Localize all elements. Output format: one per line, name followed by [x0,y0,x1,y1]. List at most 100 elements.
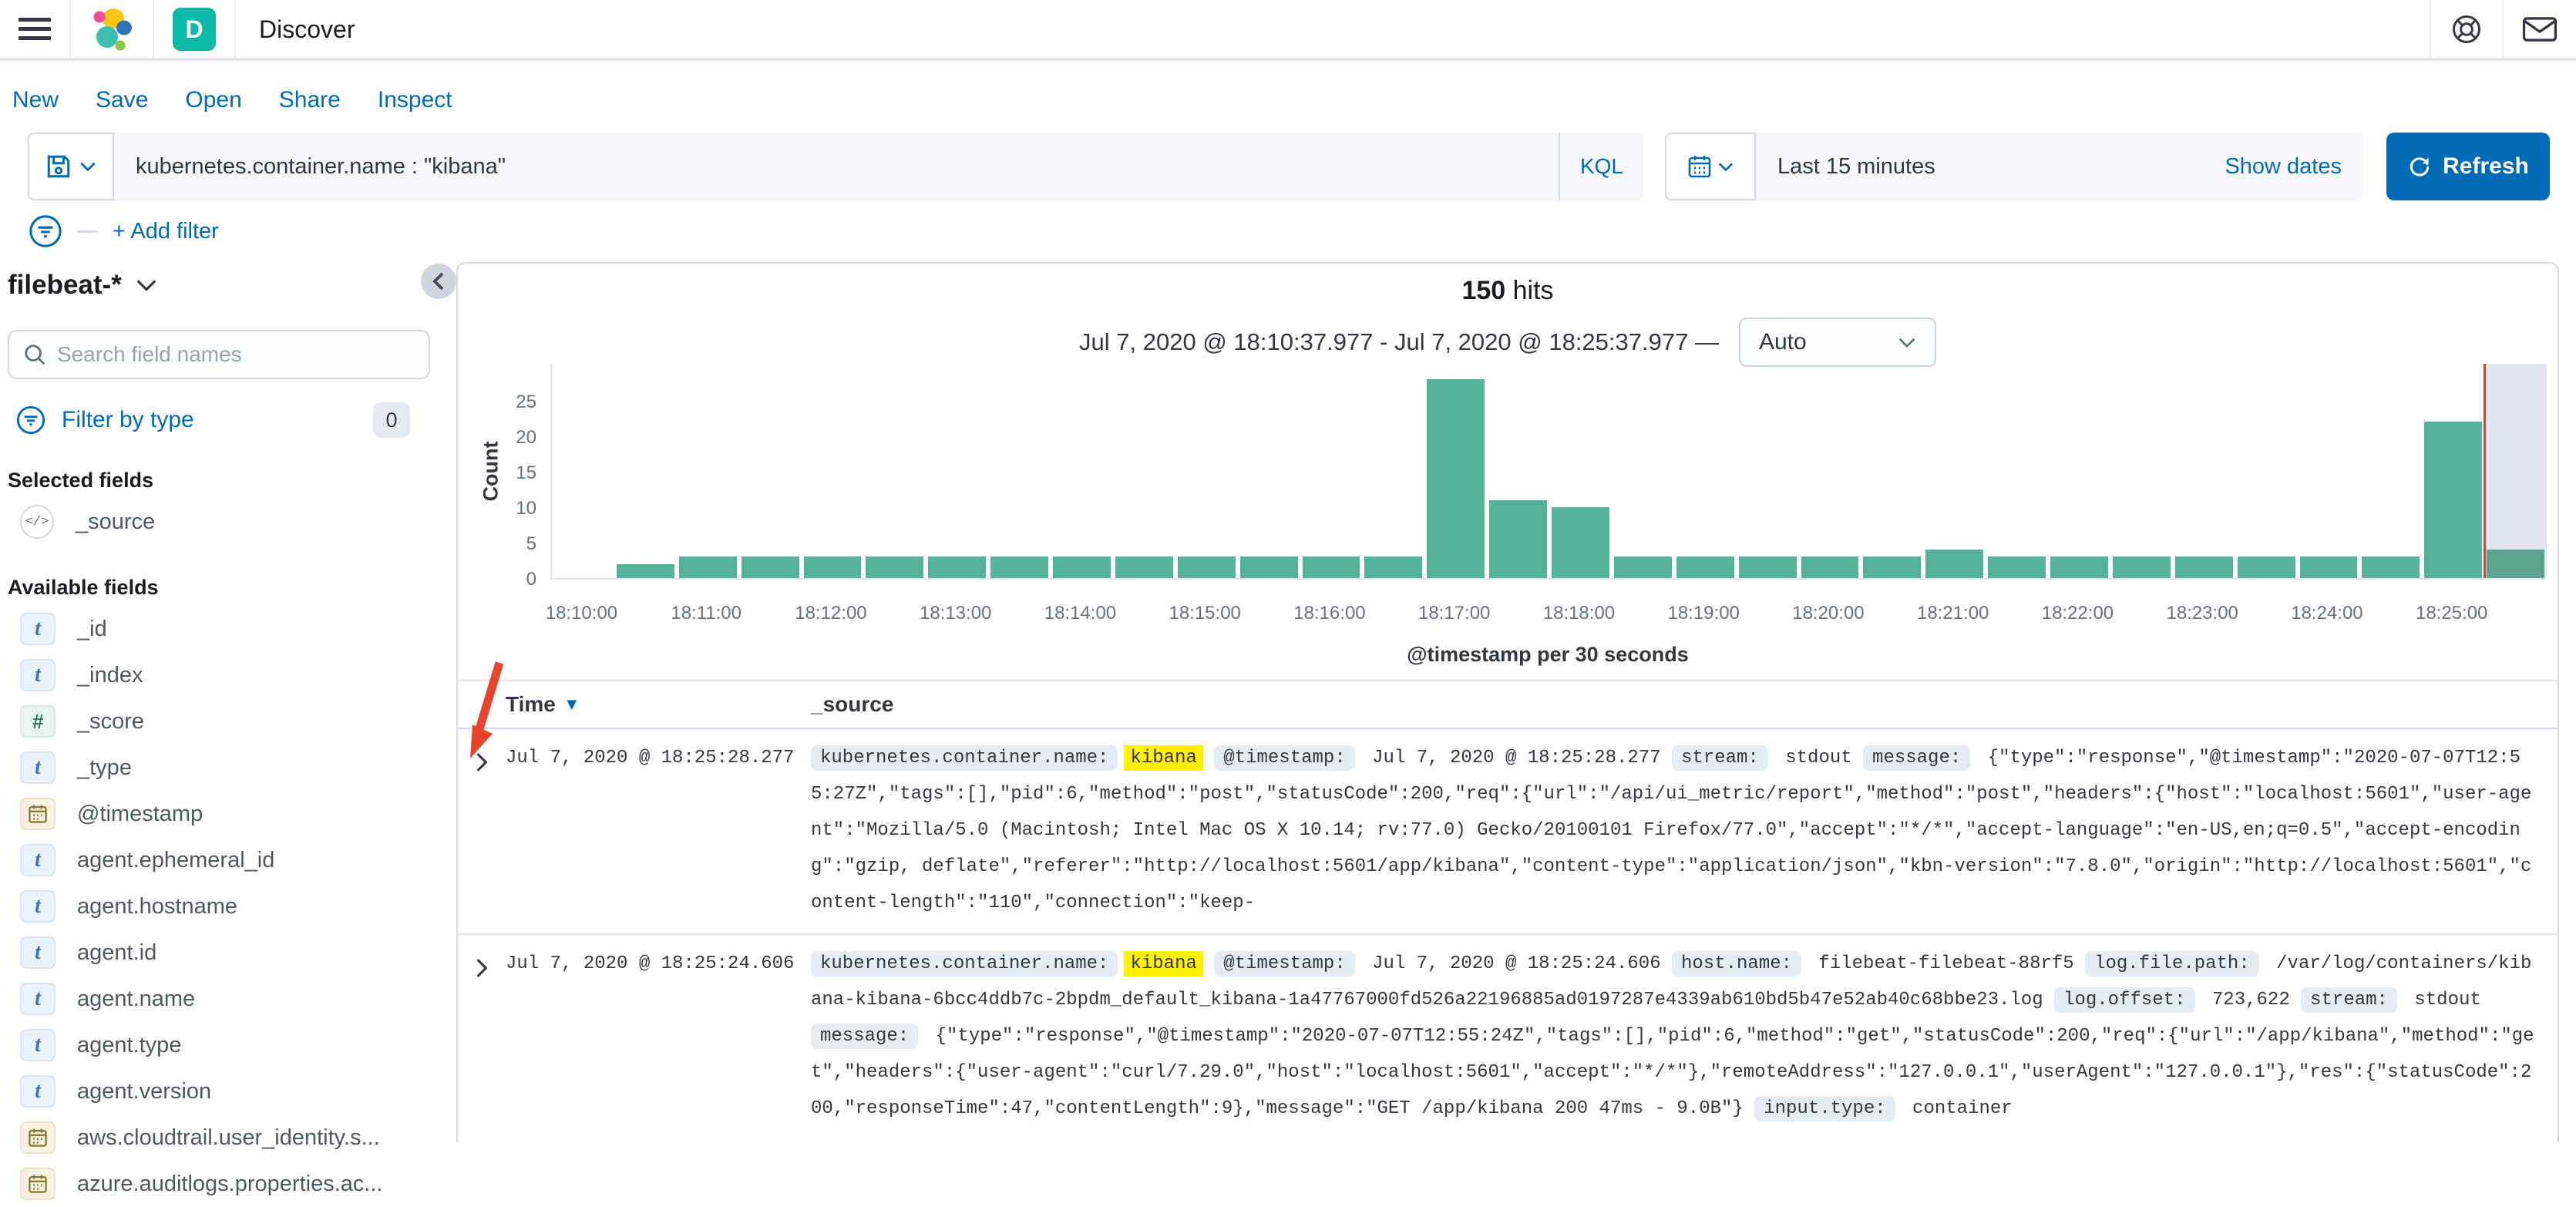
interval-select[interactable]: Auto [1738,318,1936,367]
string-field-icon: t [20,844,55,876]
field-search-input[interactable] [57,342,415,367]
histogram-bar [1489,499,1547,578]
time-range-display[interactable]: Last 15 minutes Show dates [1756,133,2363,200]
menu-button[interactable] [0,0,69,59]
chevron-down-icon [1718,162,1734,172]
mail-icon [2522,14,2558,45]
filter-icon[interactable] [28,213,63,249]
query-language-button[interactable]: KQL [1558,133,1643,200]
field-badge: kubernetes.container.name: [811,951,1118,977]
field-item[interactable]: t agent.id [8,930,430,976]
divider [69,0,71,59]
doc-source: kubernetes.container.name: kibana @timest… [811,740,2558,921]
field-name: @timestamp [77,801,203,826]
source-field-icon: </> [20,505,54,539]
field-item[interactable]: t _type [8,745,430,791]
field-item[interactable]: t _id [8,606,430,652]
filter-by-type-button[interactable]: Filter by type [62,407,194,432]
histogram-bar [1738,556,1797,578]
histogram-bar [2237,556,2295,578]
x-axis-label: @timestamp per 30 seconds [1407,643,1689,666]
time-column-header[interactable]: Time ▼ [506,692,580,716]
string-field-icon: t [20,936,55,969]
elastic-logo[interactable] [71,0,153,59]
nav-link-inspect[interactable]: Inspect [377,87,452,113]
date-field-icon [20,798,55,830]
hits-summary: 150 hits [458,276,2558,306]
field-badge: log.offset: [2054,987,2195,1013]
quick-select-button[interactable] [1665,133,1756,200]
help-button[interactable] [2431,0,2502,59]
histogram-bar [2050,556,2108,578]
histogram-bar [2174,556,2233,578]
field-name: agent.ephemeral_id [77,847,275,872]
expand-row-button[interactable] [458,946,506,1127]
histogram-bar [1988,556,2046,578]
histogram-bar [803,556,862,578]
time-range-value: Last 15 minutes [1777,153,1935,179]
histogram-bar [990,556,1048,578]
field-item[interactable]: t agent.type [8,1022,430,1068]
string-field-icon: t [20,1075,55,1108]
histogram-bar [866,556,924,578]
available-fields-list: t _id t _index # _score t _type @timestamp t agent… [8,606,430,1207]
interval-value: Auto [1758,329,1807,355]
divider [2430,0,2431,59]
divider [234,0,236,59]
life-ring-icon [2450,12,2484,46]
field-item[interactable]: t agent.version [8,1068,430,1115]
y-tick: 10 [516,497,536,519]
field-item[interactable]: </> _source [8,499,430,545]
date-picker: Last 15 minutes Show dates [1665,133,2363,200]
field-item[interactable]: t _index [8,652,430,698]
y-axis-ticks: 0 5 10 15 20 25 [473,364,541,590]
y-tick: 25 [516,391,536,412]
show-dates-button[interactable]: Show dates [2225,153,2342,179]
current-time-bucket-band [2484,364,2547,578]
field-item[interactable]: t agent.hostname [8,883,430,930]
refresh-button[interactable]: Refresh [2386,133,2550,200]
field-item[interactable]: # _score [8,698,430,745]
histogram-bar [1552,506,1609,578]
nav-link-save[interactable]: Save [96,87,149,113]
field-item[interactable]: t agent.name [8,976,430,1022]
nav-link-open[interactable]: Open [185,87,242,113]
field-item[interactable]: aws.cloudtrail.user_identity.s... [8,1115,430,1161]
doc-source: kubernetes.container.name: kibana @timest… [811,946,2558,1127]
refresh-label: Refresh [2443,153,2529,179]
nav-link-new[interactable]: New [12,87,59,113]
x-axis-ticks: 18:10:00 18:11:00 18:12:00 18:13:00 18:14:00… [546,603,2545,627]
histogram-bar [1115,556,1173,578]
saved-query-button[interactable] [28,133,114,200]
histogram-bar [2362,556,2420,578]
histogram-bar [2424,422,2483,578]
newsfeed-button[interactable] [2504,0,2576,59]
sort-desc-icon: ▼ [563,694,580,714]
field-badge: stream: [1672,745,1768,771]
field-name: _score [77,708,145,734]
query-input[interactable]: kubernetes.container.name : "kibana" KQL [114,133,1643,200]
field-item[interactable]: azure.auditlogs.properties.ac... [8,1161,430,1207]
x-tick: 18:18:00 [1542,603,1616,624]
chevron-down-icon [1898,337,1916,348]
histogram-bar [678,556,737,578]
nav-link-share[interactable]: Share [278,87,341,113]
chevron-left-icon [431,272,446,291]
y-tick: 5 [526,533,536,554]
table-header: Time ▼ _source [458,680,2558,729]
collapse-sidebar-button[interactable] [421,264,456,299]
y-tick: 15 [516,462,536,483]
histogram-bar [616,563,674,578]
field-item[interactable]: t agent.ephemeral_id [8,837,430,883]
index-pattern-switcher[interactable]: filebeat-* [8,270,430,301]
divider [2502,0,2504,59]
string-field-icon: t [20,751,55,784]
string-field-icon: t [20,983,55,1015]
field-item[interactable]: @timestamp [8,791,430,837]
expand-row-button[interactable] [458,740,506,921]
histogram-bar [1427,379,1485,578]
x-tick: 18:16:00 [1293,603,1366,624]
histogram-bar [1801,556,1859,578]
doc-time: Jul 7, 2020 @ 18:25:28.277 [506,748,795,768]
add-filter-button[interactable]: + Add filter [113,218,219,244]
